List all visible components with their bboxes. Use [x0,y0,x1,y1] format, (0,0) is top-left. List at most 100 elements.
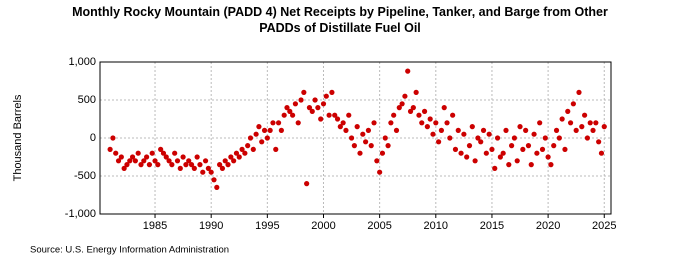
data-point [562,146,568,152]
data-point [290,112,296,118]
data-point [567,120,574,126]
data-point [233,150,240,156]
data-point [520,146,526,152]
x-tick-label: 2010 [424,220,448,232]
data-point [236,154,242,160]
data-point [197,162,203,168]
data-point [371,120,377,126]
data-point [172,150,178,156]
data-point [461,131,467,137]
data-point [500,150,506,156]
data-point [261,127,268,133]
data-point [141,158,147,164]
data-point [180,154,186,160]
data-point [438,127,445,133]
data-point [132,158,138,164]
data-point [405,68,411,74]
data-point [275,120,282,126]
data-point [452,146,459,152]
data-point [242,150,248,156]
data-point [183,162,189,168]
data-point [208,169,214,175]
data-point [379,150,386,156]
data-point [309,108,315,114]
data-point [601,124,607,130]
data-point [528,162,534,168]
data-point [492,165,498,171]
x-tick-label: 1995 [255,220,279,232]
data-point [129,154,136,160]
data-point [416,112,422,118]
data-point [346,112,352,118]
data-point [217,162,223,168]
data-point [590,127,596,133]
data-point [542,135,548,141]
data-point [472,158,478,164]
data-point [155,162,161,168]
chart-title: Monthly Rocky Mountain (PADD 4) Net Rece… [72,5,608,35]
data-point [450,112,456,118]
data-point [393,127,400,133]
data-point [340,120,346,126]
data-point [548,162,554,168]
data-point [598,150,605,156]
data-point [407,108,414,114]
data-point [523,127,529,133]
data-point [517,124,523,130]
data-point [458,150,464,156]
data-point [115,158,122,164]
data-point [455,127,461,133]
data-point [118,154,124,160]
data-point [202,158,209,164]
data-point [483,150,489,156]
data-point [559,116,565,122]
y-axis-label: Thousand Barrels [12,94,24,181]
data-point [433,120,439,126]
data-point [360,131,366,137]
data-point [478,139,484,145]
data-point [570,101,576,107]
x-tick-label: 2025 [592,220,616,232]
data-point [413,89,419,95]
data-point [525,143,532,149]
data-point [430,131,436,137]
data-point [292,101,299,107]
data-point [539,146,546,152]
data-point [348,135,355,141]
data-point [596,139,602,145]
data-point [298,97,304,103]
data-point [388,120,394,126]
data-point [464,154,470,160]
data-point [149,150,155,156]
data-point [480,127,487,133]
data-point [326,112,332,118]
data-point [556,135,562,141]
data-point [466,143,473,149]
data-point [158,146,164,152]
data-point [160,150,167,156]
plot-frame [99,61,612,215]
data-point [396,105,402,111]
y-tick-label: -500 [74,170,96,182]
data-point [444,120,450,126]
data-point [301,89,307,95]
data-point [553,127,560,133]
data-point [436,139,442,145]
data-point [144,154,150,160]
data-point [357,150,363,156]
data-point [304,181,310,187]
x-tick-label: 2020 [536,220,560,232]
data-point [503,127,509,133]
data-point [186,158,192,164]
data-point [250,146,256,152]
data-point [587,120,593,126]
data-point [537,120,543,126]
data-point [273,146,279,152]
data-point [113,150,119,156]
data-point [399,101,405,107]
x-tick-label: 2000 [311,220,335,232]
data-point [264,135,270,141]
data-point [287,108,293,114]
data-point [447,135,453,141]
